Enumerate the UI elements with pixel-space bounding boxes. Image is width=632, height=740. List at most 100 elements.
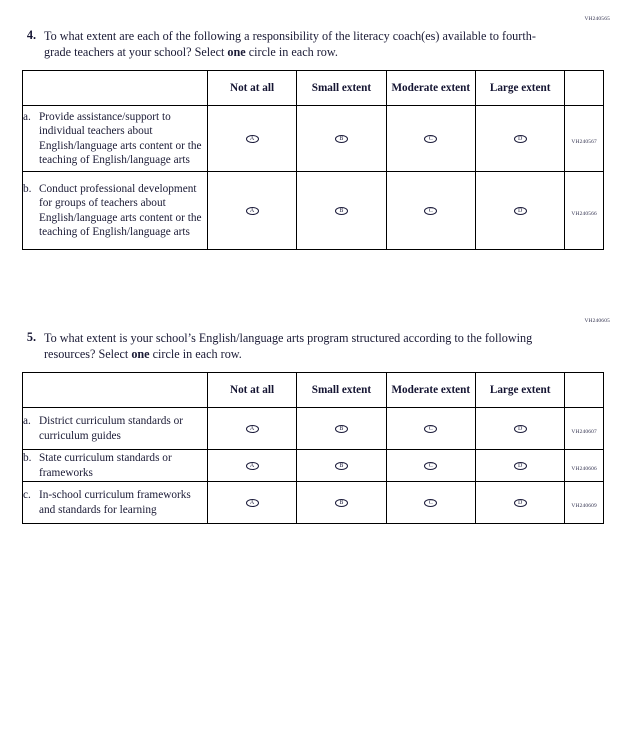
question-4-row-b-option-small-extent[interactable]: B bbox=[296, 171, 387, 251]
question-block-4: 4. To what extent are each of the follow… bbox=[22, 16, 610, 251]
question-4-table: Not at all Small extent Moderate extent … bbox=[22, 70, 604, 251]
table-row: c. In-school curriculum frameworks and s… bbox=[22, 481, 604, 525]
question-5-row-a-option-moderate-extent[interactable]: C bbox=[385, 407, 476, 451]
radio-bubble-d[interactable]: D bbox=[513, 499, 527, 508]
question-4-header-row: Not at all Small extent Moderate extent … bbox=[22, 70, 604, 107]
question-4-row-b-id-cell: VH240566 bbox=[564, 171, 604, 251]
radio-bubble-b[interactable]: B bbox=[334, 462, 348, 471]
question-5-header-blank bbox=[22, 372, 208, 409]
radio-bubble-b[interactable]: B bbox=[334, 207, 348, 216]
question-5-row-b-label: b. State curriculum standards or framewo… bbox=[22, 449, 208, 483]
question-5-header-small-extent: Small extent bbox=[296, 372, 387, 409]
radio-bubble-a[interactable]: A bbox=[245, 425, 259, 434]
question-5-row-c-option-moderate-extent[interactable]: C bbox=[385, 481, 476, 525]
question-5-text-part1: To what extent is your school’s English/… bbox=[44, 331, 533, 362]
question-5-row-c-option-small-extent[interactable]: B bbox=[296, 481, 387, 525]
radio-bubble-c[interactable]: C bbox=[424, 135, 438, 144]
question-4-row-b-option-large-extent[interactable]: D bbox=[474, 171, 566, 251]
question-5-table: Not at all Small extent Moderate extent … bbox=[22, 372, 604, 525]
question-5-header-not-at-all: Not at all bbox=[206, 372, 298, 409]
question-4-row-a-letter: a. bbox=[23, 110, 31, 123]
radio-bubble-b[interactable]: B bbox=[334, 425, 348, 434]
question-5-header-id bbox=[564, 372, 604, 409]
question-5-row-c-id: VH240609 bbox=[571, 502, 597, 509]
question-5-row-a-option-not-at-all[interactable]: A bbox=[206, 407, 298, 451]
question-5-emphasis: one bbox=[131, 347, 150, 362]
question-4-row-b-id: VH240566 bbox=[571, 210, 597, 217]
radio-bubble-a[interactable]: A bbox=[245, 462, 259, 471]
question-4-row-b-option-moderate-extent[interactable]: C bbox=[385, 171, 476, 251]
question-4-row-a-option-small-extent[interactable]: B bbox=[296, 105, 387, 173]
question-5-header-moderate-extent: Moderate extent bbox=[385, 372, 476, 409]
question-5-row-c-letter: c. bbox=[23, 489, 31, 502]
question-5-row-a-letter: a. bbox=[23, 415, 31, 428]
question-5-row-a-id-cell: VH240607 bbox=[564, 407, 604, 451]
radio-bubble-d[interactable]: D bbox=[513, 135, 527, 144]
question-4-row-a-label: a. Provide assistance/support to individ… bbox=[22, 105, 208, 173]
question-4-header-small-extent: Small extent bbox=[296, 70, 387, 107]
question-5-row-c-id-cell: VH240609 bbox=[564, 481, 604, 525]
question-5-row-b-option-large-extent[interactable]: D bbox=[474, 449, 566, 483]
question-4-header-blank bbox=[22, 70, 208, 107]
question-5-row-c-label: c. In-school curriculum frameworks and s… bbox=[22, 481, 208, 525]
question-4-row-a-text: Provide assistance/support to individual… bbox=[39, 110, 202, 167]
question-5-id: VH240605 bbox=[584, 318, 610, 324]
question-5-row-c-option-large-extent[interactable]: D bbox=[474, 481, 566, 525]
question-4-text-part1: To what extent are each of the following… bbox=[44, 29, 536, 60]
table-row: a. District curriculum standards or curr… bbox=[22, 407, 604, 451]
question-4-row-a-option-moderate-extent[interactable]: C bbox=[385, 105, 476, 173]
question-4-emphasis: one bbox=[227, 45, 246, 60]
question-4-text: To what extent are each of the following… bbox=[44, 28, 544, 60]
question-4-header-id bbox=[564, 70, 604, 107]
question-4-row-b-option-not-at-all[interactable]: A bbox=[206, 171, 298, 251]
question-5-row-a-option-small-extent[interactable]: B bbox=[296, 407, 387, 451]
radio-bubble-c[interactable]: C bbox=[424, 207, 438, 216]
question-5-row-c-text: In-school curriculum frameworks and stan… bbox=[39, 489, 191, 516]
question-5-row-a-option-large-extent[interactable]: D bbox=[474, 407, 566, 451]
radio-bubble-c[interactable]: C bbox=[424, 499, 438, 508]
radio-bubble-d[interactable]: D bbox=[513, 207, 527, 216]
question-block-5: 5. To what extent is your school’s Engli… bbox=[22, 318, 610, 525]
table-row: b. Conduct professional development for … bbox=[22, 171, 604, 251]
radio-bubble-d[interactable]: D bbox=[513, 425, 527, 434]
question-4-header-large-extent: Large extent bbox=[474, 70, 566, 107]
question-4-header: 4. To what extent are each of the follow… bbox=[22, 16, 610, 60]
radio-bubble-b[interactable]: B bbox=[334, 135, 348, 144]
question-5-header-large-extent: Large extent bbox=[474, 372, 566, 409]
question-5-text: To what extent is your school’s English/… bbox=[44, 330, 544, 362]
question-5-row-b-id: VH240606 bbox=[571, 465, 597, 472]
question-4-row-a-id: VH240567 bbox=[571, 138, 597, 145]
question-5-number: 5. bbox=[26, 330, 36, 344]
question-4-row-a-option-not-at-all[interactable]: A bbox=[206, 105, 298, 173]
radio-bubble-a[interactable]: A bbox=[245, 499, 259, 508]
question-5-row-b-option-moderate-extent[interactable]: C bbox=[385, 449, 476, 483]
question-5-row-a-id: VH240607 bbox=[571, 428, 597, 435]
question-5-header-row: Not at all Small extent Moderate extent … bbox=[22, 372, 604, 409]
question-4-header-not-at-all: Not at all bbox=[206, 70, 298, 107]
radio-bubble-d[interactable]: D bbox=[513, 462, 527, 471]
table-row: b. State curriculum standards or framewo… bbox=[22, 449, 604, 483]
question-4-row-b-text: Conduct professional development for gro… bbox=[39, 182, 202, 239]
radio-bubble-b[interactable]: B bbox=[334, 499, 348, 508]
radio-bubble-a[interactable]: A bbox=[245, 207, 259, 216]
question-5-row-b-option-not-at-all[interactable]: A bbox=[206, 449, 298, 483]
question-5-row-a-label: a. District curriculum standards or curr… bbox=[22, 407, 208, 451]
question-5-header: 5. To what extent is your school’s Engli… bbox=[22, 318, 610, 362]
question-4-header-moderate-extent: Moderate extent bbox=[385, 70, 476, 107]
question-4-id: VH240565 bbox=[584, 16, 610, 22]
question-4-row-a-option-large-extent[interactable]: D bbox=[474, 105, 566, 173]
question-5-text-part2: circle in each row. bbox=[149, 347, 242, 362]
question-4-text-part2: circle in each row. bbox=[245, 45, 338, 60]
question-5-row-b-letter: b. bbox=[23, 452, 32, 465]
radio-bubble-c[interactable]: C bbox=[424, 425, 438, 434]
question-5-row-b-option-small-extent[interactable]: B bbox=[296, 449, 387, 483]
question-4-row-b-label: b. Conduct professional development for … bbox=[22, 171, 208, 251]
question-4-row-a-id-cell: VH240567 bbox=[564, 105, 604, 173]
question-5-row-b-text: State curriculum standards or frameworks bbox=[39, 452, 172, 479]
radio-bubble-c[interactable]: C bbox=[424, 462, 438, 471]
question-4-number: 4. bbox=[26, 28, 36, 42]
radio-bubble-a[interactable]: A bbox=[245, 135, 259, 144]
question-5-row-c-option-not-at-all[interactable]: A bbox=[206, 481, 298, 525]
table-row: a. Provide assistance/support to individ… bbox=[22, 105, 604, 173]
